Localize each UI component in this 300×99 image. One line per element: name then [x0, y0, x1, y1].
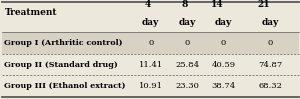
- Text: 10.91: 10.91: [139, 82, 163, 90]
- Text: 25.84: 25.84: [176, 61, 200, 69]
- Bar: [2, 75, 298, 97]
- Bar: [2, 54, 298, 75]
- Text: 0: 0: [148, 39, 153, 47]
- Text: 14: 14: [211, 0, 224, 9]
- Text: 23.30: 23.30: [176, 82, 200, 90]
- Text: 0: 0: [267, 39, 273, 47]
- Text: 74.87: 74.87: [258, 61, 282, 69]
- Text: 4: 4: [145, 0, 151, 9]
- Text: 38.74: 38.74: [212, 82, 236, 90]
- Text: 0: 0: [221, 39, 226, 47]
- Text: day: day: [261, 18, 279, 27]
- Bar: [2, 32, 298, 54]
- Text: 0: 0: [185, 39, 190, 47]
- Text: day: day: [215, 18, 232, 27]
- Text: day: day: [179, 18, 196, 27]
- Text: 11.41: 11.41: [139, 61, 163, 69]
- Text: Treatment: Treatment: [4, 8, 57, 17]
- Text: day: day: [142, 18, 159, 27]
- Text: 8: 8: [181, 0, 188, 9]
- Text: Group III (Ethanol extract): Group III (Ethanol extract): [4, 82, 126, 90]
- Text: Group II (Standard drug): Group II (Standard drug): [4, 61, 118, 69]
- Text: 68.32: 68.32: [258, 82, 282, 90]
- Text: 40.59: 40.59: [212, 61, 236, 69]
- Text: 21: 21: [257, 0, 270, 9]
- Text: Group I (Arthritic control): Group I (Arthritic control): [4, 39, 123, 47]
- Bar: [2, 2, 298, 32]
